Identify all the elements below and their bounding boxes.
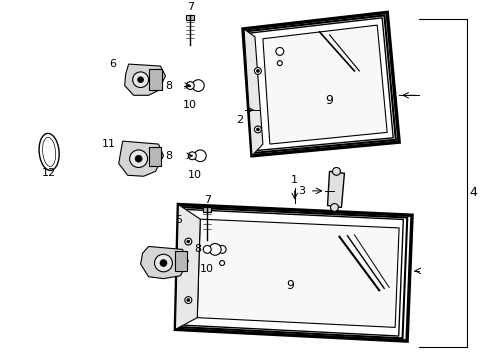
Circle shape xyxy=(135,155,142,162)
Circle shape xyxy=(137,77,143,83)
Polygon shape xyxy=(244,29,263,156)
Circle shape xyxy=(132,72,148,87)
Polygon shape xyxy=(263,25,386,144)
Ellipse shape xyxy=(42,137,56,166)
Bar xyxy=(148,69,162,90)
Polygon shape xyxy=(141,247,188,279)
Circle shape xyxy=(154,254,172,272)
Text: 11: 11 xyxy=(102,139,116,149)
Circle shape xyxy=(330,203,338,211)
Text: 8: 8 xyxy=(194,244,202,255)
Text: 8: 8 xyxy=(164,151,172,161)
Circle shape xyxy=(254,68,261,75)
Polygon shape xyxy=(183,210,403,336)
Bar xyxy=(175,251,187,271)
Polygon shape xyxy=(175,204,200,329)
Circle shape xyxy=(254,126,261,133)
Bar xyxy=(203,207,211,212)
Polygon shape xyxy=(119,141,163,176)
Text: 3: 3 xyxy=(298,186,305,196)
Polygon shape xyxy=(124,64,165,95)
Text: 9: 9 xyxy=(325,94,333,107)
Text: 2: 2 xyxy=(236,115,243,125)
Circle shape xyxy=(186,299,189,302)
Circle shape xyxy=(218,246,225,253)
Circle shape xyxy=(277,61,282,66)
Circle shape xyxy=(256,128,259,131)
Text: 9: 9 xyxy=(285,279,293,292)
Circle shape xyxy=(186,82,194,89)
Polygon shape xyxy=(327,171,344,207)
Text: 8: 8 xyxy=(164,81,172,91)
Bar xyxy=(186,15,194,20)
Polygon shape xyxy=(248,18,392,150)
Circle shape xyxy=(160,260,166,266)
Text: 7: 7 xyxy=(203,194,210,204)
Circle shape xyxy=(275,48,283,55)
Text: 7: 7 xyxy=(186,3,193,12)
Text: 10: 10 xyxy=(188,170,202,180)
Bar xyxy=(148,147,161,166)
Circle shape xyxy=(332,167,340,175)
Polygon shape xyxy=(197,219,398,327)
Ellipse shape xyxy=(39,134,59,170)
Circle shape xyxy=(194,150,206,162)
Circle shape xyxy=(192,80,204,91)
Polygon shape xyxy=(180,207,407,338)
Text: 1: 1 xyxy=(291,175,298,185)
Polygon shape xyxy=(246,15,395,153)
Circle shape xyxy=(186,240,189,243)
Circle shape xyxy=(129,150,147,167)
Circle shape xyxy=(203,246,211,253)
Circle shape xyxy=(256,69,259,72)
Text: 10: 10 xyxy=(200,264,214,274)
Circle shape xyxy=(219,261,224,265)
Text: 6: 6 xyxy=(109,59,116,69)
Text: 5: 5 xyxy=(175,215,182,225)
Circle shape xyxy=(209,243,221,255)
Circle shape xyxy=(184,297,191,303)
Circle shape xyxy=(184,238,191,245)
Circle shape xyxy=(188,152,196,160)
Text: 10: 10 xyxy=(183,100,197,110)
Text: 12: 12 xyxy=(42,168,56,178)
Text: 4: 4 xyxy=(469,186,477,199)
